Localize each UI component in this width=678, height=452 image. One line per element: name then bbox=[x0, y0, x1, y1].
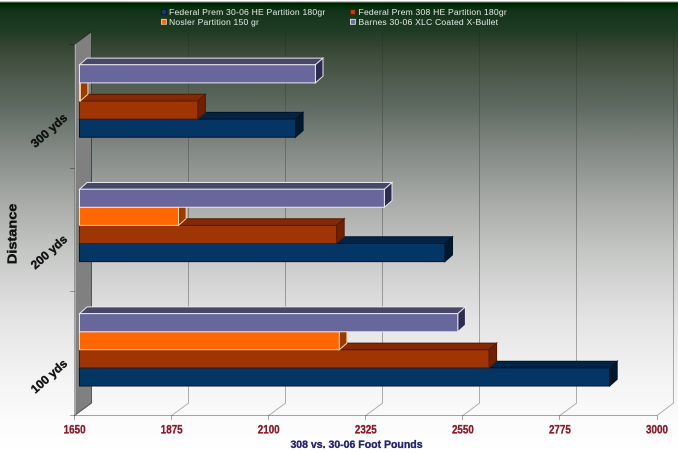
svg-text:Barnes 30-06 XLC Coated X-Bull: Barnes 30-06 XLC Coated X-Bullet bbox=[359, 17, 499, 27]
svg-text:308 vs. 30-06 Foot Pounds: 308 vs. 30-06 Foot Pounds bbox=[290, 439, 422, 451]
svg-text:Federal Prem 30-06 HE Partitio: Federal Prem 30-06 HE Partition 180gr bbox=[169, 7, 325, 17]
svg-text:1875: 1875 bbox=[161, 424, 183, 437]
svg-text:1650: 1650 bbox=[64, 424, 86, 437]
svg-text:Federal Prem 308 HE Partition: Federal Prem 308 HE Partition 180gr bbox=[359, 7, 507, 17]
svg-text:300 yds: 300 yds bbox=[28, 110, 70, 150]
svg-text:2100: 2100 bbox=[258, 424, 280, 437]
svg-text:100 yds: 100 yds bbox=[28, 356, 70, 396]
svg-text:Nosler Partition 150 gr: Nosler Partition 150 gr bbox=[169, 17, 259, 27]
svg-text:Distance: Distance bbox=[4, 203, 19, 264]
svg-text:200 yds: 200 yds bbox=[28, 232, 70, 272]
svg-text:3000: 3000 bbox=[646, 424, 668, 437]
svg-text:2550: 2550 bbox=[452, 424, 474, 437]
svg-text:2325: 2325 bbox=[355, 424, 377, 437]
svg-text:2775: 2775 bbox=[549, 424, 571, 437]
